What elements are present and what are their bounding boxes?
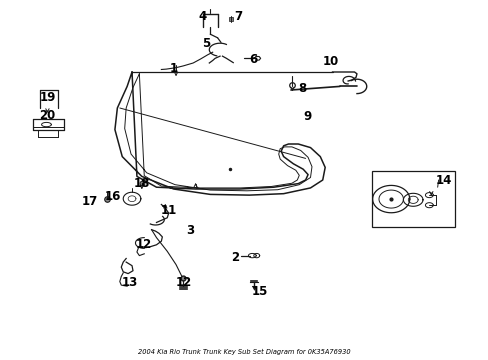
Text: 12: 12 xyxy=(175,276,191,289)
Text: 7: 7 xyxy=(234,10,243,23)
Text: 8: 8 xyxy=(298,82,306,95)
Text: 9: 9 xyxy=(303,111,311,123)
Text: 3: 3 xyxy=(186,224,194,237)
Text: 10: 10 xyxy=(322,55,338,68)
Text: 15: 15 xyxy=(251,285,267,298)
Bar xyxy=(371,171,454,227)
Text: 19: 19 xyxy=(39,91,56,104)
Text: 14: 14 xyxy=(434,174,450,186)
Text: 12: 12 xyxy=(135,238,151,251)
Text: 5: 5 xyxy=(202,37,210,50)
Text: 2: 2 xyxy=(231,251,239,264)
Text: 1: 1 xyxy=(169,62,177,75)
Text: 2004 Kia Rio Trunk Trunk Key Sub Set Diagram for 0K35A76930: 2004 Kia Rio Trunk Trunk Key Sub Set Dia… xyxy=(138,348,350,355)
Text: 4: 4 xyxy=(199,10,206,23)
Text: 20: 20 xyxy=(39,109,56,122)
Text: 11: 11 xyxy=(160,204,177,217)
Text: 16: 16 xyxy=(105,190,121,203)
Text: 13: 13 xyxy=(121,276,138,289)
Text: 6: 6 xyxy=(249,53,257,66)
Text: 18: 18 xyxy=(133,177,150,190)
Text: 17: 17 xyxy=(81,195,98,208)
